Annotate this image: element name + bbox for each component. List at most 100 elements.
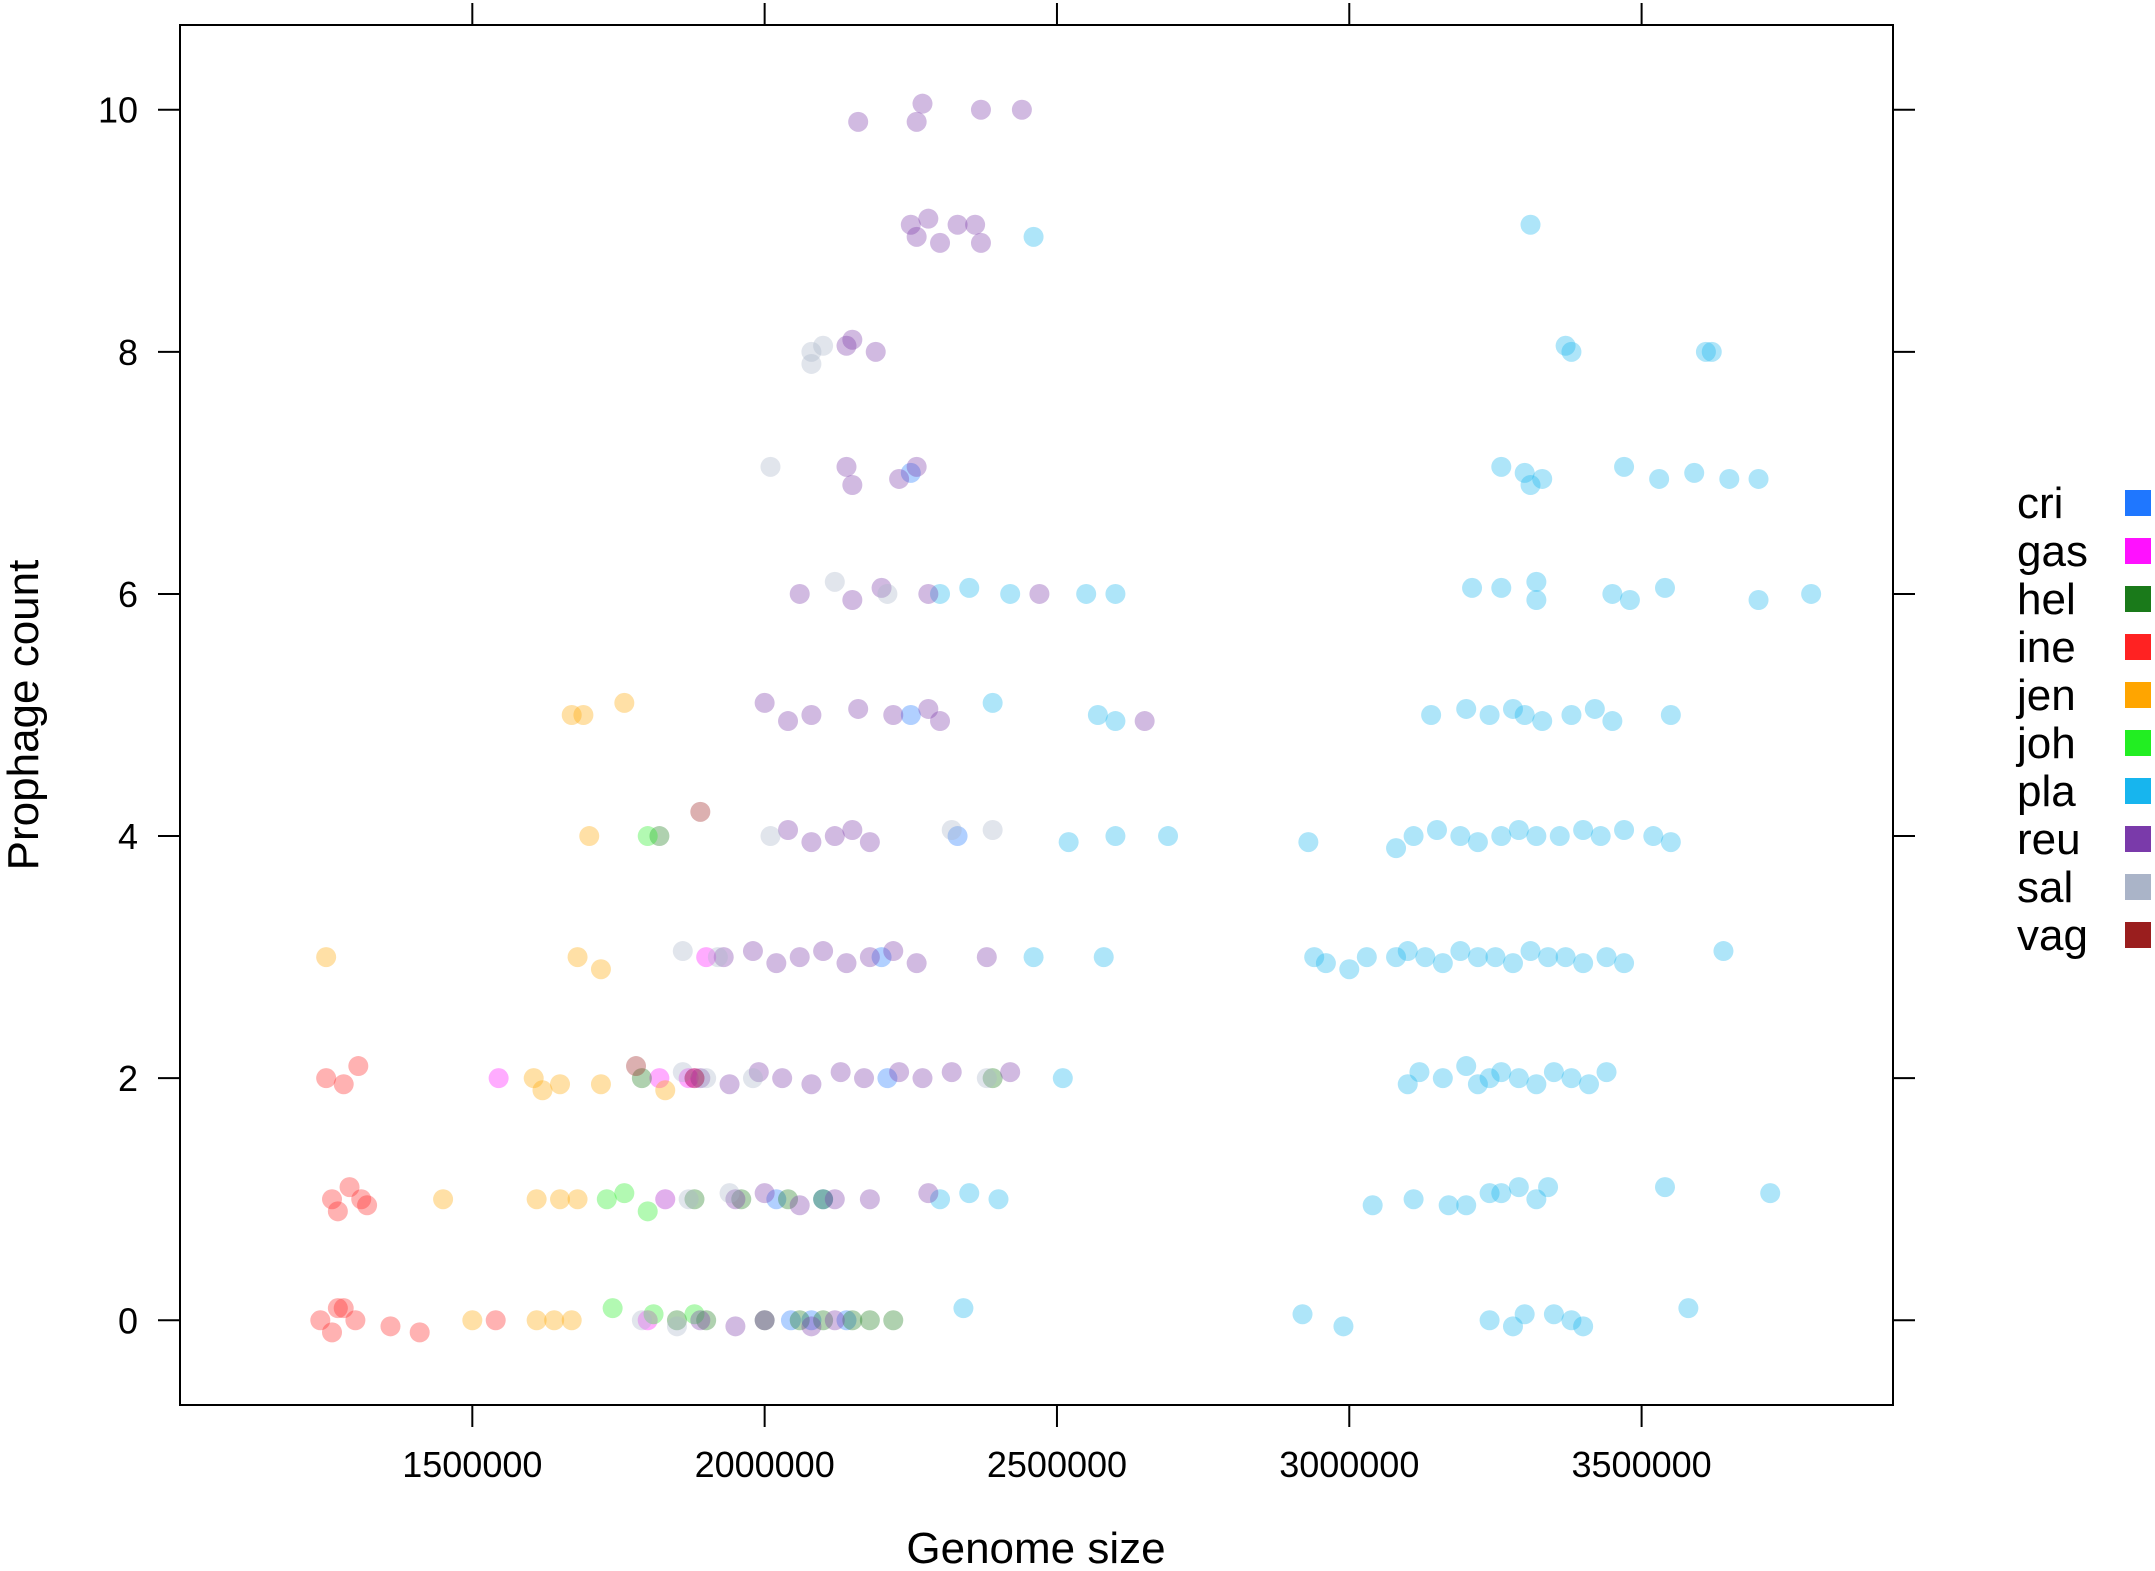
data-point-pla [1479,1183,1500,1204]
data-point-pla [1397,1074,1418,1095]
data-point-reu [713,947,734,968]
data-point-jen [590,1074,611,1095]
data-point-jen [561,1310,582,1331]
data-point-jen [316,947,337,968]
data-point-pla [1619,590,1640,610]
data-point-pla [1409,1062,1430,1083]
data-point-pla [1479,705,1500,725]
data-point-sal [824,571,845,592]
data-point-jen [573,705,594,725]
legend-swatch-cri [2125,490,2151,516]
data-point-reu [842,329,863,350]
data-point-pla [1502,1316,1523,1337]
data-point-reu [824,1310,845,1331]
data-point-reu [778,711,799,732]
legend-swatch-vag [2125,922,2151,948]
data-point-ine [351,1189,372,1210]
data-point-reu [906,456,927,477]
data-point-hel [649,826,670,847]
legend-label-cri: cri [2017,479,2063,528]
legend-swatch-hel [2125,586,2151,612]
data-point-pla [1426,820,1447,840]
data-point-sal [719,1183,740,1204]
y-tick-label: 4 [118,816,138,857]
data-point-reu [813,941,834,962]
data-point-hel [731,1189,752,1210]
data-point-cri [877,1068,898,1089]
data-point-jen [567,947,588,968]
legend-swatch-joh [2125,730,2151,756]
data-point-pla [1052,1068,1073,1089]
data-point-pla [1538,947,1559,968]
data-point-reu [889,1062,910,1083]
data-point-reu [889,468,910,489]
data-point-pla [1654,577,1675,598]
data-point-reu [883,705,904,725]
data-point-ine [316,1068,337,1089]
data-point-joh [602,1298,623,1319]
data-point-jen [433,1189,454,1210]
data-point-vag [626,1056,647,1077]
x-tick-label: 2500000 [987,1444,1127,1485]
data-point-hel [631,1068,652,1089]
data-point-reu [871,577,892,598]
data-point-pla [1555,335,1576,356]
data-point-pla [1403,1189,1424,1210]
data-point-sal [760,826,781,847]
data-point-pla [1660,705,1681,725]
data-point-pla [1467,947,1488,968]
data-point-pla [1456,1195,1477,1216]
data-point-pla [1520,475,1541,495]
data-point-pla [1485,947,1506,968]
data-point-pla [1719,468,1740,489]
data-point-pla [1748,468,1769,489]
data-point-joh [596,1189,617,1210]
data-point-hel [883,1310,904,1331]
y-axis: 0 2 4 6 8 10 [98,90,1915,1341]
data-point-pla [1520,214,1541,235]
data-point-pla [1578,1074,1599,1095]
data-point-pla [1549,826,1570,847]
legend-swatch-gas [2125,538,2151,564]
data-point-jen [550,1074,571,1095]
data-point-sal [801,341,822,362]
data-point-cri [900,705,921,725]
data-point-pla [1304,947,1325,968]
data-point-pla [959,577,980,598]
data-point-sal [976,1068,997,1089]
data-point-pla [1000,583,1021,604]
data-point-vag [690,801,711,822]
data-point-jen [532,1080,553,1101]
data-point-pla [1701,341,1722,362]
data-point-pla [1520,941,1541,962]
data-point-pla [953,1298,974,1319]
data-point-jen [590,959,611,980]
data-point-pla [1590,826,1611,847]
data-point-jen [567,1189,588,1210]
data-point-pla [930,1189,951,1210]
data-point-sal [672,941,693,962]
data-point-pla [1479,1068,1500,1089]
data-point-reu [801,705,822,725]
legend-swatch-jen [2125,682,2151,708]
data-point-pla [1339,959,1360,980]
data-point-ine [357,1195,378,1216]
data-point-pla [1058,832,1079,853]
data-point-ine [380,1316,401,1337]
data-point-pla [1491,456,1512,477]
data-point-ine [345,1310,366,1331]
x-axis-title: Genome size [906,1524,1165,1571]
data-point-pla [1362,1195,1383,1216]
data-point-pla [1561,1310,1582,1331]
legend-label-joh: joh [2015,719,2076,768]
y-tick-label: 2 [118,1058,138,1099]
data-point-jen [523,1068,544,1089]
data-point-pla [1614,456,1635,477]
data-point-reu [801,1074,822,1095]
data-point-reu [976,947,997,968]
data-point-pla [1643,826,1664,847]
data-point-sal [672,1062,693,1083]
y-tick-label: 10 [98,90,138,131]
data-point-ine [310,1310,331,1331]
data-point-reu [848,698,869,719]
